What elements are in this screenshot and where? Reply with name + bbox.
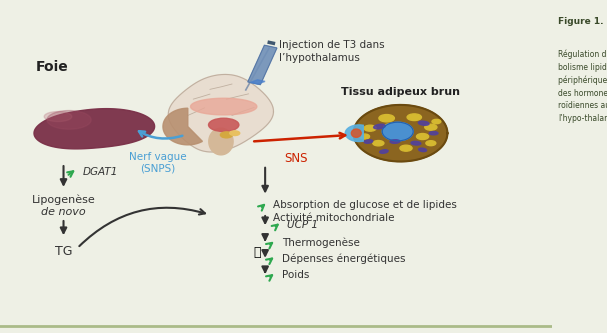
Ellipse shape bbox=[209, 118, 239, 132]
Text: DGAT1: DGAT1 bbox=[83, 167, 118, 177]
Ellipse shape bbox=[429, 132, 438, 135]
Ellipse shape bbox=[411, 141, 421, 145]
Ellipse shape bbox=[419, 148, 427, 152]
Ellipse shape bbox=[390, 140, 400, 144]
Polygon shape bbox=[209, 128, 233, 155]
Ellipse shape bbox=[418, 121, 429, 125]
Text: 🔥: 🔥 bbox=[253, 246, 260, 259]
Ellipse shape bbox=[384, 124, 395, 129]
Text: Injection de T3 dans
l’hypothalamus: Injection de T3 dans l’hypothalamus bbox=[279, 40, 385, 63]
Text: Foie: Foie bbox=[36, 60, 69, 74]
Ellipse shape bbox=[400, 145, 412, 151]
Text: UCP 1: UCP 1 bbox=[287, 220, 318, 230]
Ellipse shape bbox=[426, 141, 436, 146]
Ellipse shape bbox=[373, 141, 384, 146]
Ellipse shape bbox=[220, 132, 232, 138]
Text: Poids: Poids bbox=[282, 270, 309, 280]
Polygon shape bbox=[168, 75, 274, 152]
Ellipse shape bbox=[351, 129, 361, 138]
Ellipse shape bbox=[374, 124, 385, 129]
Ellipse shape bbox=[364, 125, 376, 131]
Ellipse shape bbox=[379, 150, 388, 153]
Text: Nerf vague
(SNPS): Nerf vague (SNPS) bbox=[129, 152, 186, 174]
Ellipse shape bbox=[416, 134, 429, 140]
Text: Tissu adipeux brun: Tissu adipeux brun bbox=[341, 87, 460, 97]
Ellipse shape bbox=[230, 131, 240, 136]
Ellipse shape bbox=[388, 132, 402, 138]
Text: Dépenses énergétiques: Dépenses énergétiques bbox=[282, 253, 405, 264]
Polygon shape bbox=[163, 108, 202, 145]
Text: de novo: de novo bbox=[41, 207, 86, 217]
Polygon shape bbox=[34, 109, 155, 149]
Text: Lipogenèse: Lipogenèse bbox=[32, 195, 95, 205]
Ellipse shape bbox=[359, 134, 370, 139]
Polygon shape bbox=[191, 98, 257, 115]
Text: Thermogenèse: Thermogenèse bbox=[282, 238, 359, 248]
Polygon shape bbox=[248, 45, 277, 85]
Text: Absorption de glucose et de lipides
Activité mitochondriale: Absorption de glucose et de lipides Acti… bbox=[273, 200, 457, 222]
Polygon shape bbox=[44, 112, 72, 122]
Ellipse shape bbox=[364, 140, 373, 143]
Polygon shape bbox=[47, 111, 91, 129]
Text: Figure 1.: Figure 1. bbox=[558, 17, 603, 26]
Polygon shape bbox=[250, 80, 265, 84]
Text: SNS: SNS bbox=[283, 152, 307, 165]
Text: TG: TG bbox=[55, 245, 72, 258]
Ellipse shape bbox=[379, 115, 395, 122]
Text: Régulation du méta-
bolisme lipidique
périphérique par l’action
des hormones thy: Régulation du méta- bolisme lipidique pé… bbox=[558, 50, 607, 123]
Circle shape bbox=[382, 122, 413, 141]
Polygon shape bbox=[345, 125, 364, 142]
Ellipse shape bbox=[425, 124, 437, 130]
Polygon shape bbox=[353, 105, 447, 162]
Ellipse shape bbox=[432, 119, 441, 124]
Ellipse shape bbox=[407, 114, 421, 121]
